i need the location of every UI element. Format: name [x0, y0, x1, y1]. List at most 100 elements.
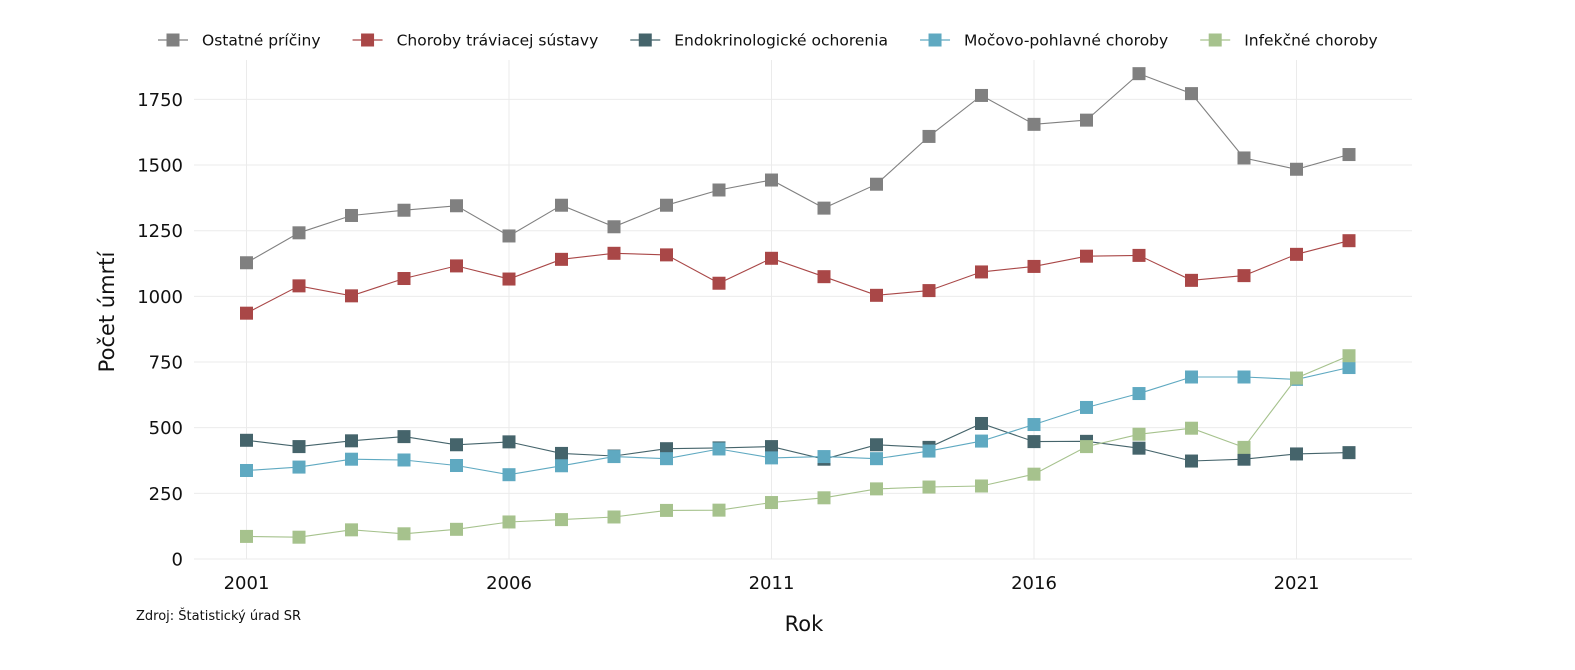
y-tick-label: 1000 [137, 287, 183, 308]
y-axis-title: Počet úmrtí [95, 251, 119, 373]
series-2 [240, 234, 1356, 320]
data-point [817, 450, 831, 464]
legend-item: Močovo-pohlavné choroby [920, 32, 1168, 50]
data-point [555, 198, 568, 212]
data-point [1342, 349, 1356, 363]
legend-label: Infekčné choroby [1244, 32, 1378, 50]
data-point [1027, 467, 1041, 481]
data-point [397, 527, 411, 541]
y-tick-label: 1750 [137, 90, 183, 111]
series-line [246, 355, 1350, 538]
legend-label: Ostatné príčiny [202, 32, 321, 50]
data-point [607, 246, 621, 260]
data-point [1342, 234, 1356, 248]
data-point [817, 491, 831, 505]
data-point [1185, 421, 1198, 435]
data-point [1080, 249, 1093, 263]
data-point [975, 479, 988, 493]
data-point [240, 433, 253, 447]
data-point [712, 276, 726, 290]
data-point [870, 482, 883, 496]
series-line [246, 422, 1350, 462]
data-point [1080, 400, 1093, 414]
data-point [1080, 113, 1093, 127]
series-4 [240, 361, 1356, 482]
data-point [922, 444, 936, 458]
legend-label: Choroby tráviacej sústavy [397, 32, 599, 50]
data-point [345, 434, 358, 448]
x-tick-label: 2001 [224, 573, 270, 594]
data-point [870, 288, 883, 302]
data-point [1132, 387, 1146, 401]
data-point [345, 452, 358, 466]
y-tick-label: 750 [149, 353, 183, 374]
data-point [502, 435, 516, 449]
data-point [765, 173, 778, 187]
data-point [975, 265, 988, 279]
data-point [922, 129, 936, 143]
data-point [292, 279, 306, 293]
data-point [1027, 435, 1041, 449]
data-point [660, 503, 673, 517]
data-point [502, 515, 516, 529]
gridlines [194, 60, 1412, 560]
data-point [660, 198, 673, 212]
series-line [246, 240, 1350, 314]
source-note: Zdroj: Štatistický úrad SR [136, 608, 301, 624]
data-point [1237, 269, 1251, 283]
data-point [1342, 446, 1356, 460]
data-point [1290, 247, 1303, 261]
data-point [870, 452, 883, 466]
x-tick-label: 2006 [486, 573, 532, 594]
data-point [870, 177, 883, 191]
data-point [607, 450, 621, 464]
data-point [1237, 151, 1251, 165]
data-point [765, 496, 778, 510]
data-point [240, 306, 253, 320]
data-point [397, 430, 411, 444]
legend-item: Ostatné príčiny [158, 32, 321, 50]
data-point [765, 451, 778, 465]
data-point [555, 513, 568, 527]
data-point [292, 440, 306, 454]
data-point [712, 503, 726, 517]
data-point [607, 220, 621, 234]
series-line [246, 366, 1350, 476]
data-point [397, 453, 411, 467]
data-point [975, 88, 988, 102]
axis-ticks: 0 250 500 750 1000 1250 1500 1750 2001 2006 2011 20… [137, 90, 1319, 594]
data-point [1027, 259, 1041, 273]
data-point [1185, 370, 1198, 384]
data-point [450, 522, 463, 536]
data-point [397, 203, 411, 217]
data-point [922, 480, 936, 494]
data-series [240, 67, 1356, 544]
data-point [555, 446, 568, 460]
y-tick-label: 0 [172, 550, 183, 571]
data-point [1132, 427, 1146, 441]
data-point [1080, 440, 1093, 454]
data-point [870, 438, 883, 452]
data-point [1290, 371, 1303, 385]
y-tick-label: 500 [149, 418, 183, 439]
legend-marker [166, 33, 180, 47]
data-point [345, 289, 358, 303]
data-point [712, 183, 726, 197]
data-point [240, 256, 253, 270]
legend: Ostatné príčiny Choroby tráviacej sústavy… [158, 32, 1378, 50]
data-point [502, 468, 516, 482]
data-point [1132, 67, 1146, 81]
data-point [292, 530, 306, 544]
data-point [240, 529, 253, 543]
data-point [817, 270, 831, 284]
data-point [765, 440, 778, 454]
legend-marker [361, 33, 375, 47]
legend-marker [638, 33, 652, 47]
data-point [1185, 454, 1198, 468]
y-tick-label: 1250 [137, 221, 183, 242]
data-point [817, 201, 831, 215]
data-point [1290, 447, 1303, 461]
data-point [1185, 87, 1198, 101]
series-5 [240, 349, 1356, 544]
data-point [975, 434, 988, 448]
